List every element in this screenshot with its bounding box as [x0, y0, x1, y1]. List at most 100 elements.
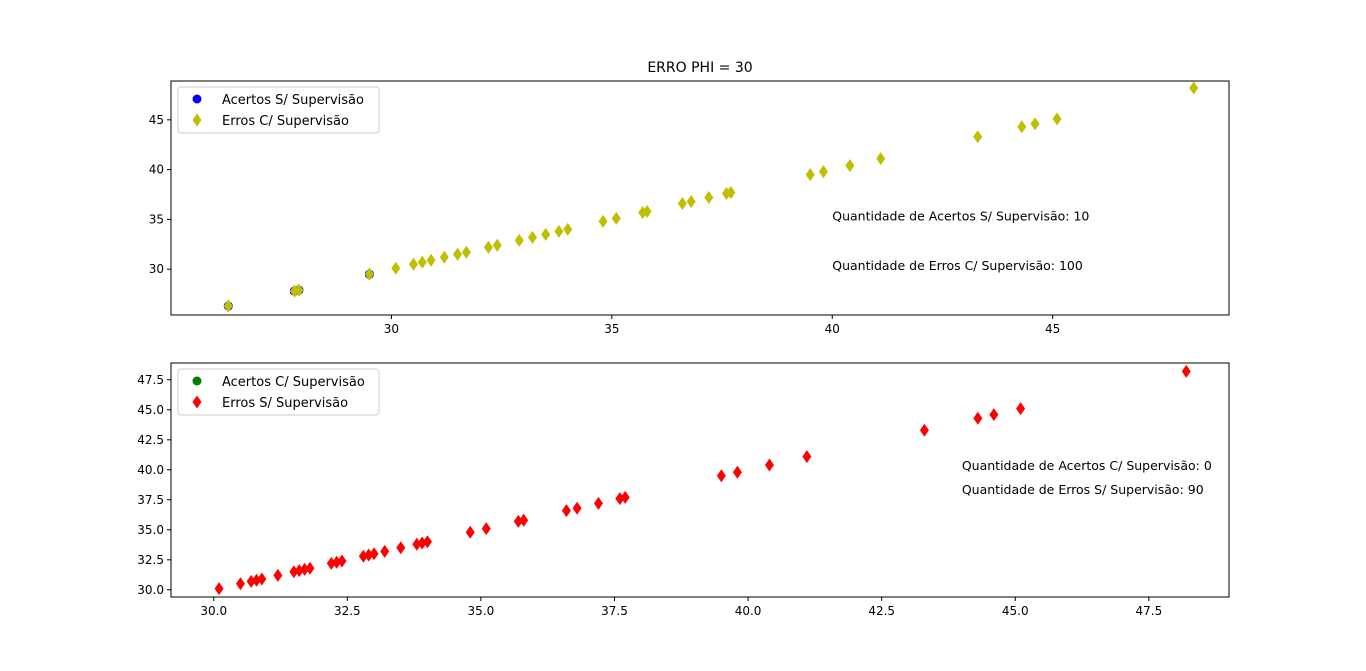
x-tick-label: 40.0 — [735, 604, 762, 618]
y-tick-label: 30 — [149, 262, 164, 276]
legend: Acertos C/ Supervisão Erros S/ Supervisão — [177, 368, 380, 416]
legend: Acertos S/ Supervisão Erros C/ Supervisão — [177, 86, 380, 134]
data-point — [465, 525, 475, 539]
legend-marker — [192, 395, 202, 409]
data-point — [973, 411, 983, 425]
axes-frame — [170, 80, 1230, 316]
data-point — [364, 548, 374, 562]
y-tick-label: 42.5 — [137, 433, 164, 447]
chart-panel-2: 30.0 32.5 35.0 37.5 40.0 42.5 45.0 47.5 30.0 32.5… — [137, 362, 1230, 618]
data-point — [358, 549, 368, 563]
data-point — [417, 536, 427, 550]
data-point — [818, 165, 828, 179]
y-tick-label: 30.0 — [137, 583, 164, 597]
y-tick-label: 47.5 — [137, 373, 164, 387]
legend-label: Erros C/ Supervisão — [222, 114, 349, 129]
data-point — [235, 577, 245, 591]
data-point — [611, 211, 621, 225]
y-tick-label: 40.0 — [137, 463, 164, 477]
data-point — [726, 186, 736, 200]
data-point — [563, 222, 573, 236]
data-point — [802, 450, 812, 464]
data-point — [919, 423, 929, 437]
data-point — [805, 168, 815, 182]
data-point — [408, 257, 418, 271]
data-point — [1181, 364, 1191, 378]
data-point — [764, 458, 774, 472]
annotation: Quantidade de Erros C/ Supervisão: 100 — [832, 258, 1083, 273]
data-point — [642, 204, 652, 218]
y-tick-label: 40 — [149, 163, 164, 177]
data-point — [417, 255, 427, 269]
y-tick-label: 45.0 — [137, 403, 164, 417]
data-point — [337, 554, 347, 568]
annotation: Quantidade de Acertos S/ Supervisão: 10 — [832, 208, 1089, 223]
x-tick-label: 32.5 — [334, 604, 361, 618]
legend-box — [177, 86, 380, 134]
data-point — [513, 514, 523, 528]
data-point — [483, 240, 493, 254]
data-point — [554, 224, 564, 238]
x-tick-label: 47.5 — [1135, 604, 1162, 618]
data-point — [422, 535, 432, 549]
data-point — [593, 496, 603, 510]
data-point — [300, 562, 310, 576]
data-point — [1030, 117, 1040, 131]
x-tick-label: 45 — [1045, 322, 1060, 336]
x-tick-label: 35.0 — [468, 604, 495, 618]
annotation: Quantidade de Erros S/ Supervisão: 90 — [962, 482, 1204, 497]
y-tick-label: 35 — [149, 212, 164, 226]
data-point — [214, 582, 224, 596]
data-point — [989, 408, 999, 422]
x-tick-label: 37.5 — [601, 604, 628, 618]
data-point — [257, 572, 267, 586]
data-marks — [214, 364, 1191, 596]
data-point — [1016, 402, 1026, 416]
data-point — [481, 522, 491, 536]
data-point — [876, 152, 886, 166]
y-tick-label: 32.5 — [137, 553, 164, 567]
x-tick-label: 30.0 — [200, 604, 227, 618]
x-tick-label: 40 — [825, 322, 840, 336]
data-point — [1017, 120, 1027, 134]
legend-marker — [192, 376, 202, 386]
data-point — [572, 501, 582, 515]
data-point — [369, 547, 379, 561]
data-point — [845, 159, 855, 173]
axes-frame — [170, 362, 1230, 598]
y-tick-label: 37.5 — [137, 493, 164, 507]
x-tick-label: 45.0 — [1002, 604, 1029, 618]
data-point — [598, 214, 608, 228]
x-tick-label: 42.5 — [868, 604, 895, 618]
data-point — [704, 191, 714, 205]
data-point — [273, 568, 283, 582]
data-point — [620, 490, 630, 504]
legend-marker — [192, 113, 202, 127]
data-point — [541, 227, 551, 241]
data-point — [289, 565, 299, 579]
x-tick-label: 30 — [384, 322, 399, 336]
data-point — [732, 465, 742, 479]
data-point — [1189, 81, 1199, 95]
data-point — [412, 537, 422, 551]
data-point — [716, 469, 726, 483]
x-tick-label: 35 — [604, 322, 619, 336]
chart-panel-1: ERRO PHI = 30 30 35 40 45 30 35 40 45 Quantidade … — [149, 60, 1230, 336]
legend-box — [177, 368, 380, 416]
data-point — [615, 492, 625, 506]
data-point — [439, 250, 449, 264]
data-point — [561, 504, 571, 518]
data-point — [326, 556, 336, 570]
data-point — [391, 261, 401, 275]
annotation: Quantidade de Acertos C/ Supervisão: 0 — [962, 458, 1212, 473]
data-point — [426, 253, 436, 267]
data-point — [223, 299, 233, 313]
data-point — [1052, 112, 1062, 126]
data-point — [519, 513, 529, 527]
data-point — [492, 238, 502, 252]
data-point — [246, 574, 256, 588]
data-point — [686, 194, 696, 208]
legend-label: Erros S/ Supervisão — [222, 396, 348, 411]
legend-marker — [192, 94, 202, 104]
